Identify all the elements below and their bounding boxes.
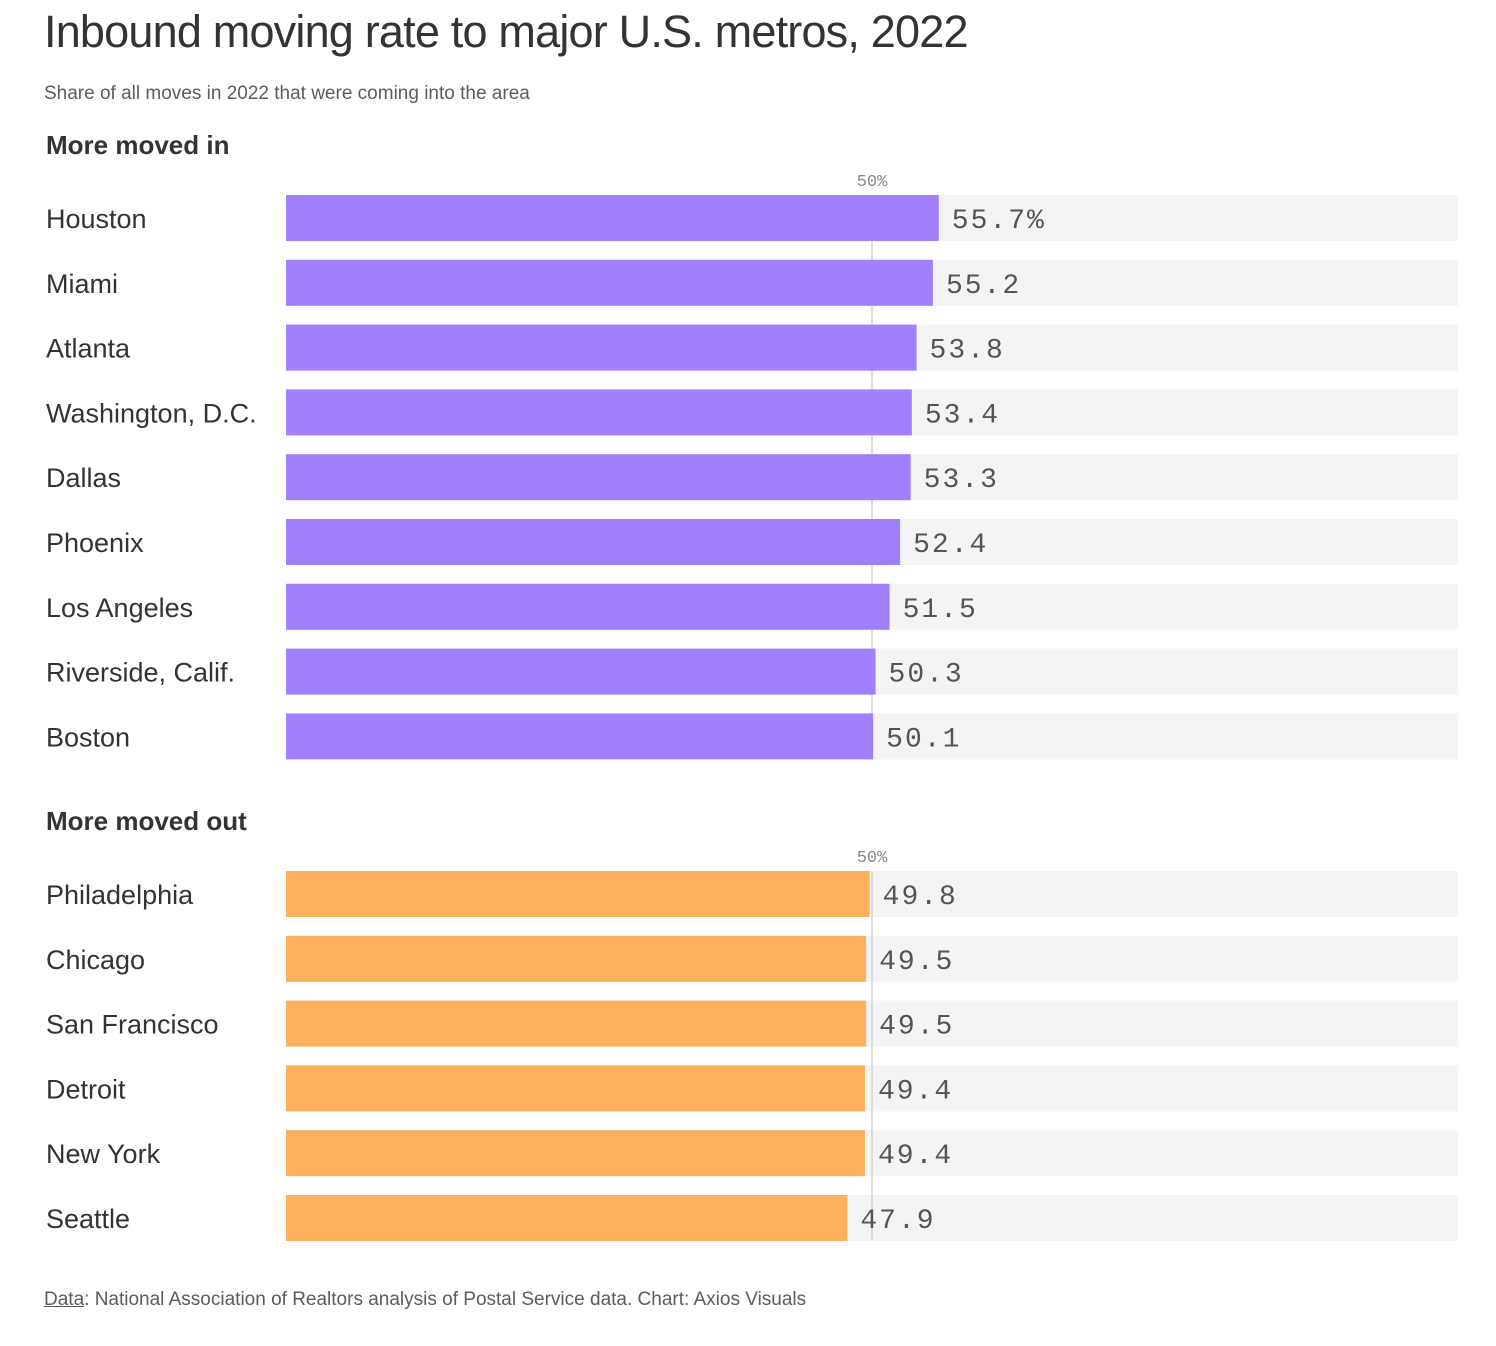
value-label: 55.2 — [946, 271, 1021, 302]
value-label: 49.4 — [878, 1076, 953, 1107]
value-label: 53.3 — [924, 465, 999, 496]
bar-moved-in — [286, 389, 912, 436]
bar-moved-out — [286, 1000, 867, 1047]
value-label: 49.8 — [883, 882, 958, 913]
category-label: Houston — [46, 204, 147, 234]
bar-moved-in — [286, 713, 874, 760]
chart-subtitle: Share of all moves in 2022 that were com… — [44, 83, 530, 104]
reference-label-moved-out: 50% — [857, 849, 888, 868]
bar-moved-in — [286, 195, 939, 241]
bar-moved-out — [286, 1065, 865, 1112]
chart-footer: Data: National Association of Realtors a… — [44, 1289, 806, 1311]
category-label: Detroit — [46, 1074, 126, 1104]
chart-title: Inbound moving rate to major U.S. metros… — [44, 6, 969, 57]
bar-moved-out — [286, 1130, 865, 1177]
category-label: Boston — [46, 722, 130, 752]
category-label: Phoenix — [46, 528, 144, 558]
value-label: 53.4 — [925, 400, 1000, 431]
category-label: Los Angeles — [46, 593, 193, 623]
bar-moved-in — [286, 519, 901, 565]
section-title-moved-in: More moved in — [46, 130, 229, 160]
reference-label-moved-in: 50% — [857, 173, 888, 192]
category-label: San Francisco — [46, 1010, 219, 1040]
category-label: Washington, D.C. — [46, 398, 257, 428]
bar-chart: More moved in 50% Houston 55.7% Miami 55.2 Atl… — [46, 130, 1458, 1241]
category-label: New York — [46, 1139, 161, 1169]
category-label: Riverside, Calif. — [46, 658, 235, 688]
category-label: Atlanta — [46, 334, 131, 364]
bar-moved-in — [286, 324, 917, 371]
bar-moved-in — [286, 259, 933, 306]
category-label: Seattle — [46, 1204, 130, 1234]
category-label: Dallas — [46, 463, 121, 493]
value-label: 50.3 — [889, 660, 964, 691]
section-title-moved-out: More moved out — [46, 806, 247, 836]
value-label: 50.1 — [886, 724, 961, 755]
value-label: 47.9 — [860, 1206, 935, 1237]
value-label: 49.5 — [879, 947, 954, 978]
category-label: Miami — [46, 269, 118, 299]
value-label: 51.5 — [903, 595, 978, 626]
bar-moved-in — [286, 583, 890, 630]
data-source-link[interactable]: Data — [44, 1289, 85, 1310]
value-label: 53.8 — [930, 336, 1005, 367]
source-credit: : National Association of Realtors analy… — [84, 1289, 807, 1310]
bar-moved-out — [286, 871, 870, 917]
value-label: 49.4 — [878, 1141, 953, 1172]
value-label: 49.5 — [879, 1012, 954, 1043]
bar-moved-out — [286, 935, 867, 982]
bar-moved-in — [286, 648, 876, 695]
value-label: 55.7% — [952, 206, 1046, 237]
value-label: 52.4 — [913, 530, 988, 561]
category-label: Philadelphia — [46, 880, 194, 910]
category-label: Chicago — [46, 945, 145, 975]
bar-moved-in — [286, 454, 911, 501]
bar-moved-out — [286, 1195, 848, 1241]
